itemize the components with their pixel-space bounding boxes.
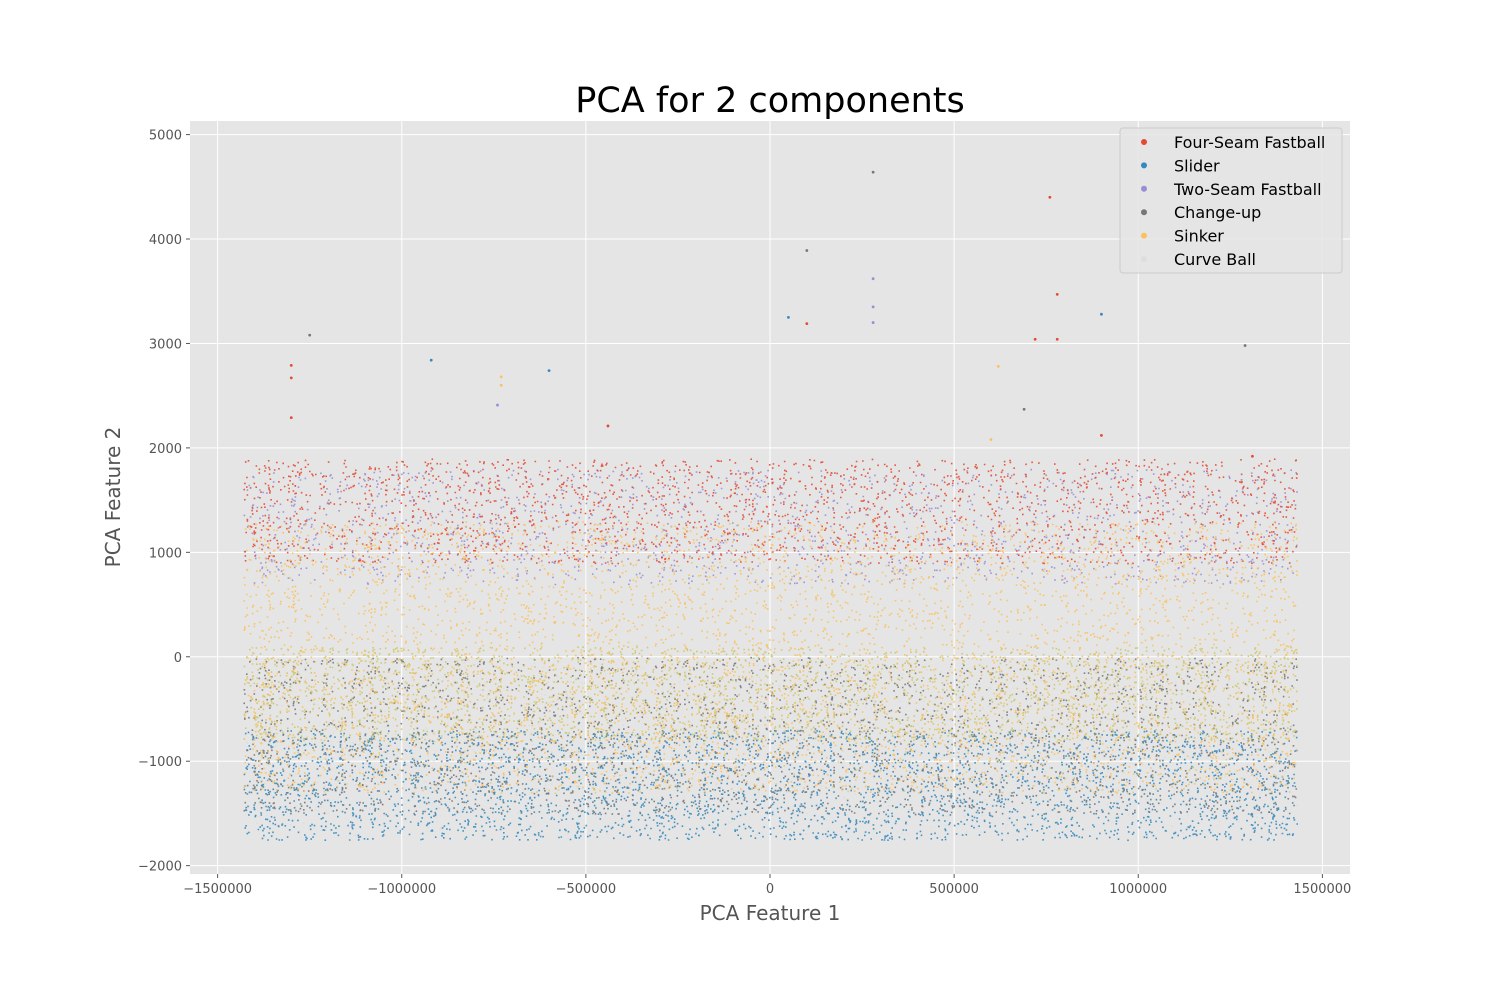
outlier-point — [1100, 433, 1103, 437]
x-tick-label: −500000 — [556, 882, 617, 897]
scatter-points — [243, 729, 1299, 842]
chart-title: PCA for 2 components — [575, 81, 965, 121]
y-tick-label: −1000 — [138, 755, 182, 770]
legend-marker — [1141, 232, 1147, 239]
x-tick-label: 500000 — [929, 882, 979, 897]
legend-marker — [1141, 185, 1147, 192]
outlier-point — [1048, 195, 1052, 199]
legend: Four-Seam Fastball Slider Two-Seam Fastbal… — [1119, 127, 1343, 274]
y-tick-label: −2000 — [138, 860, 182, 875]
scatter-points — [243, 468, 1298, 586]
x-axis-label: PCA Feature 1 — [700, 901, 841, 925]
y-tick-label: 2000 — [149, 442, 182, 457]
legend-label: Curve Ball — [1174, 250, 1256, 269]
series-four-seam-fastball — [243, 458, 1298, 565]
y-tick-label: 4000 — [149, 233, 182, 248]
series-sinker — [243, 521, 1298, 795]
outlier-point — [308, 333, 312, 337]
outlier-point — [499, 383, 503, 387]
outlier-point — [805, 322, 809, 326]
outlier-point — [289, 363, 293, 367]
scatter-points — [243, 458, 1298, 565]
series-two-seam-fastball — [243, 468, 1298, 586]
legend-marker — [1141, 209, 1147, 216]
outlier-point — [289, 376, 293, 380]
outlier-point — [996, 365, 1000, 368]
outlier-point — [1022, 407, 1026, 411]
y-tick-label: 5000 — [149, 129, 182, 144]
y-axis-label: PCA Feature 2 — [101, 427, 125, 568]
legend-label: Sinker — [1174, 227, 1224, 246]
legend-marker — [1141, 256, 1147, 262]
outlier-point — [989, 438, 993, 441]
y-tick-label: 3000 — [149, 337, 182, 352]
outlier-point — [787, 315, 790, 319]
x-tick-label: 0 — [766, 882, 774, 897]
outlier-point — [496, 403, 499, 407]
legend-label: Two-Seam Fastball — [1173, 180, 1322, 199]
legend-label: Change-up — [1174, 203, 1261, 222]
legend-label: Slider — [1174, 156, 1220, 175]
x-tick-label: 1500000 — [1293, 882, 1351, 897]
outlier-point — [805, 249, 809, 252]
outlier-point — [871, 170, 875, 174]
outlier-point — [1251, 454, 1254, 458]
outlier-point — [429, 358, 433, 362]
legend-marker — [1141, 139, 1147, 145]
outlier-point — [499, 375, 503, 379]
outlier-point — [871, 321, 875, 324]
legend-label: Four-Seam Fastball — [1174, 133, 1325, 152]
series-slider — [243, 729, 1299, 842]
x-tick-label: −1500000 — [183, 882, 252, 897]
outlier-points — [289, 170, 1254, 458]
outlier-point — [1033, 337, 1037, 341]
outlier-point — [1243, 344, 1247, 347]
x-tick-label: 1000000 — [1109, 882, 1167, 897]
outlier-point — [606, 424, 610, 428]
outlier-point — [289, 416, 293, 420]
axis-ticks: −1500000 −1000000 −500000 0 500000 1000000 150… — [138, 129, 1351, 897]
legend-marker — [1141, 162, 1147, 169]
y-tick-label: 0 — [174, 651, 182, 666]
legend-box — [1119, 127, 1343, 274]
outlier-point — [1055, 337, 1059, 341]
x-tick-label: −1000000 — [367, 882, 436, 897]
y-tick-label: 1000 — [149, 546, 182, 561]
outlier-point — [1055, 292, 1059, 296]
scatter-points — [243, 521, 1298, 795]
data-points-layer — [243, 170, 1299, 842]
outlier-point — [871, 277, 875, 281]
outlier-point — [1100, 312, 1103, 316]
outlier-point — [871, 305, 875, 309]
outlier-point — [547, 369, 551, 373]
